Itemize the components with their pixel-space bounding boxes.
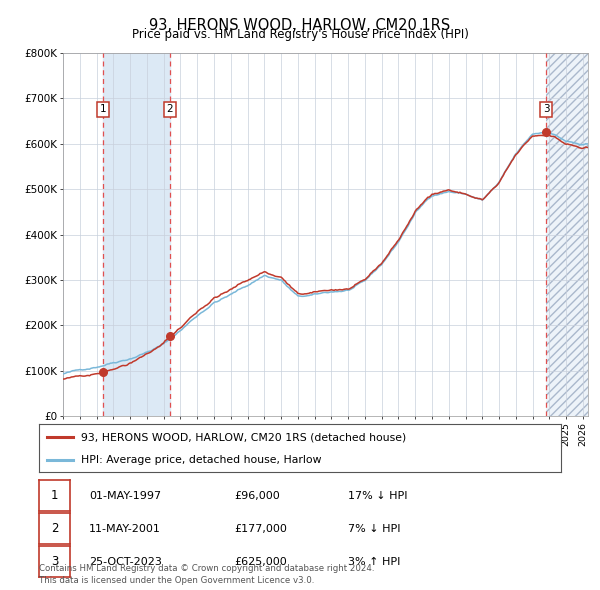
Text: Price paid vs. HM Land Registry's House Price Index (HPI): Price paid vs. HM Land Registry's House … xyxy=(131,28,469,41)
Text: 3: 3 xyxy=(51,555,58,568)
Text: 7% ↓ HPI: 7% ↓ HPI xyxy=(348,524,401,533)
Text: £96,000: £96,000 xyxy=(234,491,280,500)
Bar xyxy=(547,53,588,416)
Text: 01-MAY-1997: 01-MAY-1997 xyxy=(89,491,161,500)
Text: 2: 2 xyxy=(51,522,58,535)
Text: 1: 1 xyxy=(51,489,58,502)
Text: 11-MAY-2001: 11-MAY-2001 xyxy=(89,524,161,533)
Text: Contains HM Land Registry data © Crown copyright and database right 2024.
This d: Contains HM Land Registry data © Crown c… xyxy=(39,565,374,585)
Text: 93, HERONS WOOD, HARLOW, CM20 1RS (detached house): 93, HERONS WOOD, HARLOW, CM20 1RS (detac… xyxy=(81,432,406,442)
Text: 17% ↓ HPI: 17% ↓ HPI xyxy=(348,491,407,500)
Text: £625,000: £625,000 xyxy=(234,557,287,566)
Text: 93, HERONS WOOD, HARLOW, CM20 1RS: 93, HERONS WOOD, HARLOW, CM20 1RS xyxy=(149,18,451,32)
Text: HPI: Average price, detached house, Harlow: HPI: Average price, detached house, Harl… xyxy=(81,455,321,465)
Text: 2: 2 xyxy=(167,104,173,114)
Text: £177,000: £177,000 xyxy=(234,524,287,533)
Text: 1: 1 xyxy=(100,104,106,114)
Bar xyxy=(547,53,588,416)
Bar xyxy=(103,53,170,416)
Text: 25-OCT-2023: 25-OCT-2023 xyxy=(89,557,161,566)
Text: 3: 3 xyxy=(543,104,550,114)
Text: 3% ↑ HPI: 3% ↑ HPI xyxy=(348,557,400,566)
